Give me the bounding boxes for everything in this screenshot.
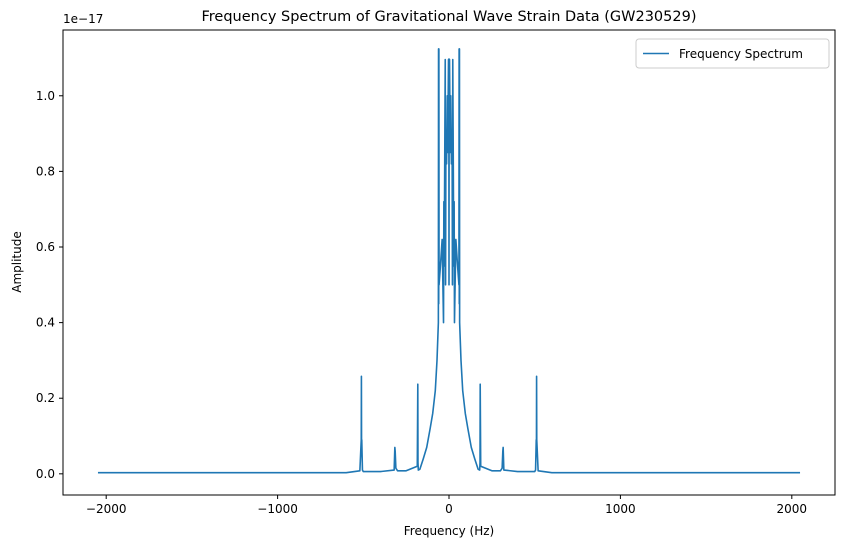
x-tick-label: −2000	[86, 502, 127, 516]
x-tick-label: −1000	[257, 502, 298, 516]
y-tick-label: 0.4	[36, 316, 55, 330]
chart-title: Frequency Spectrum of Gravitational Wave…	[202, 9, 697, 25]
y-tick-label: 0.0	[36, 467, 55, 481]
plot-area	[97, 48, 801, 474]
y-tick-label: 0.6	[36, 240, 55, 254]
spectrum-line	[97, 48, 801, 474]
x-tick-label: 2000	[777, 502, 808, 516]
y-offset-label: 1e−17	[63, 12, 103, 26]
y-tick-label: 1.0	[36, 89, 55, 103]
legend-entry-label: Frequency Spectrum	[679, 47, 803, 61]
y-tick-label: 0.8	[36, 164, 55, 178]
x-axis-label: Frequency (Hz)	[404, 524, 495, 538]
y-axis-ticks: 0.0 0.2 0.4 0.6 0.8 1.0	[36, 89, 63, 481]
y-tick-label: 0.2	[36, 391, 55, 405]
x-axis-ticks: −2000 −1000 0 1000 2000	[86, 495, 807, 516]
y-axis-label: Amplitude	[10, 231, 24, 293]
legend: Frequency Spectrum	[635, 38, 830, 69]
x-tick-label: 0	[445, 502, 453, 516]
x-tick-label: 1000	[605, 502, 636, 516]
legend-box	[635, 38, 830, 69]
spectrum-line-group	[97, 48, 801, 474]
